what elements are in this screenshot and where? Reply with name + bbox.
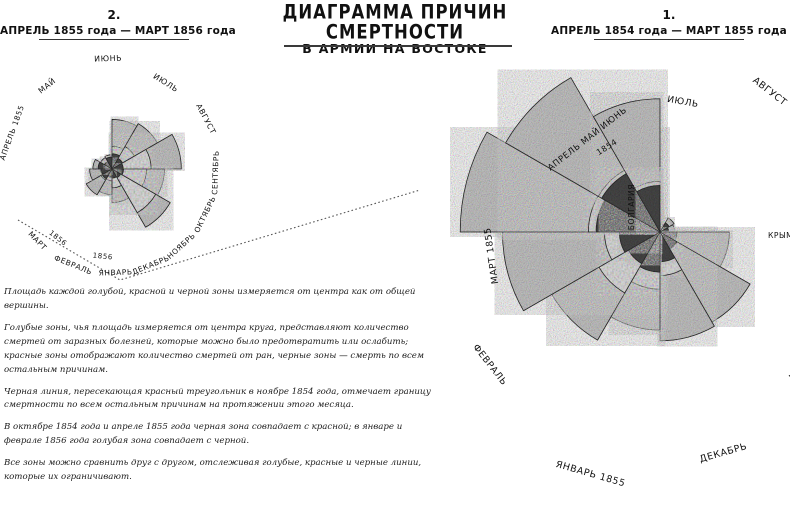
panel-range-left: АПРЕЛЬ 1855 года — МАРТ 1856 года bbox=[0, 25, 236, 37]
svg-text:МАЙ: МАЙ bbox=[37, 76, 58, 95]
month-label: МАЙ bbox=[37, 76, 58, 95]
month-label: ЯНВАРЬ bbox=[98, 267, 132, 277]
month-label: ФЕВРАЛЬ bbox=[470, 342, 509, 388]
month-label: ИЮЛЬ bbox=[666, 95, 699, 110]
month-label: АПРЕЛЬ 1855 bbox=[0, 104, 26, 162]
caption-paragraph-3: Черная линия, пересекающая красный треуг… bbox=[4, 386, 431, 411]
svg-text:СЕНТЯБРЬ: СЕНТЯБРЬ bbox=[210, 150, 221, 195]
svg-text:ЯНВАРЬ 1855: ЯНВАРЬ 1855 bbox=[554, 459, 626, 489]
month-label: ЯНВАРЬ 1855 bbox=[554, 459, 626, 489]
sector-spoke bbox=[593, 116, 661, 233]
sector-spoke bbox=[523, 231, 661, 312]
page-title: ДИАГРАММА ПРИЧИН СМЕРТНОСТИ В АРМИИ НА В… bbox=[230, 2, 560, 55]
rose-left-wedges bbox=[85, 118, 182, 228]
month-label: ИЮЛЬ bbox=[152, 72, 180, 94]
month-label: 1856 bbox=[47, 229, 68, 248]
month-label: ДЕКАБРЬ bbox=[131, 253, 171, 276]
svg-text:МАРТ 1855: МАРТ 1855 bbox=[482, 227, 501, 285]
svg-text:ОКТЯБРЬ: ОКТЯБРЬ bbox=[192, 195, 217, 234]
svg-text:1856: 1856 bbox=[47, 229, 68, 248]
month-label: СЕНТЯБРЬ bbox=[210, 150, 221, 195]
sector-spoke bbox=[505, 142, 661, 233]
caption-paragraph-2: Голубые зоны, чья площадь измеряется от … bbox=[4, 322, 424, 375]
region-label-bulgaria: БОЛГАРИЯ bbox=[627, 184, 636, 230]
panel-underline-left bbox=[39, 39, 189, 40]
sector-spoke bbox=[659, 231, 715, 327]
caption-block: Площадь каждой голубой, красной и черной… bbox=[4, 286, 436, 485]
svg-text:ДЕКАБРЬ: ДЕКАБРЬ bbox=[131, 253, 171, 276]
month-label: НОЯБРЬ bbox=[165, 231, 197, 261]
sector-spoke bbox=[659, 231, 751, 285]
month-label: АВГУСТ bbox=[194, 102, 218, 136]
caption-paragraph-4: В октябре 1854 года и апреле 1855 года ч… bbox=[4, 422, 403, 447]
sector-spoke bbox=[96, 168, 113, 195]
panel-number-left: 2. bbox=[107, 8, 121, 22]
svg-text:ФЕВРАЛЬ: ФЕВРАЛЬ bbox=[470, 342, 509, 388]
month-label: АВГУСТ bbox=[750, 75, 788, 108]
svg-text:ЯНВАРЬ: ЯНВАРЬ bbox=[98, 267, 132, 277]
svg-text:ФЕВРАЛЬ: ФЕВРАЛЬ bbox=[53, 253, 94, 276]
svg-text:ИЮНЬ: ИЮНЬ bbox=[94, 54, 122, 64]
panel-underline-right bbox=[594, 39, 744, 40]
sector-spoke bbox=[100, 162, 113, 170]
coxcomb-chart-1: АПРЕЛЬ МАЙ ИЮНЬ1854ИЮЛЬАВГУСТСЕНТЯБРЬОКТ… bbox=[459, 75, 790, 489]
sector-spoke bbox=[111, 168, 171, 203]
svg-text:1856: 1856 bbox=[92, 251, 113, 261]
sector-spoke bbox=[597, 231, 661, 341]
panel-heading-left: 2. АПРЕЛЬ 1855 года — МАРТ 1856 года bbox=[0, 8, 236, 40]
sector-spoke bbox=[111, 168, 130, 199]
page-title-line2: В АРМИИ НА ВОСТОКЕ bbox=[302, 40, 488, 56]
panel-heading-right: 1. АПРЕЛЬ 1854 года — МАРТ 1855 года bbox=[548, 8, 790, 40]
svg-text:ИЮЛЬ: ИЮЛЬ bbox=[152, 72, 180, 94]
svg-text:ИЮЛЬ: ИЮЛЬ bbox=[666, 95, 699, 110]
sector-spoke bbox=[92, 168, 113, 181]
region-label-crimea: КРЫМ bbox=[768, 231, 790, 240]
sector-spoke bbox=[111, 134, 173, 170]
svg-text:АПРЕЛЬ 1855: АПРЕЛЬ 1855 bbox=[0, 104, 26, 162]
title-divider bbox=[284, 45, 512, 47]
sector-spoke bbox=[659, 224, 673, 233]
svg-text:АВГУСТ: АВГУСТ bbox=[750, 75, 788, 108]
month-label: ФЕВРАЛЬ bbox=[53, 253, 94, 276]
panel-range-right: АПРЕЛЬ 1854 года — МАРТ 1855 года bbox=[551, 25, 787, 37]
sector-spoke bbox=[104, 156, 113, 170]
svg-text:ДЕКАБРЬ: ДЕКАБРЬ bbox=[698, 441, 748, 465]
month-label: МАРТ bbox=[26, 230, 48, 253]
svg-text:МАРТ: МАРТ bbox=[26, 230, 48, 253]
caption-paragraph-5: Все зоны можно сравнить друг с другом, о… bbox=[4, 458, 422, 483]
month-label: 1856 bbox=[92, 251, 113, 261]
month-label: ИЮНЬ bbox=[94, 54, 122, 64]
coxcomb-chart-2: АПРЕЛЬ 1855 МАЙ ИЮНЬ ИЮЛЬ АВГУСТ СЕНТЯБРЬОКТЯ… bbox=[0, 54, 221, 278]
month-label: ОКТЯБРЬ bbox=[192, 195, 217, 234]
rose-right-wedges bbox=[459, 77, 751, 342]
caption-paragraph-1: Площадь каждой голубой, красной и черной… bbox=[4, 287, 416, 311]
page-title-line1: ДИАГРАММА ПРИЧИН СМЕРТНОСТИ bbox=[282, 0, 508, 44]
svg-text:АВГУСТ: АВГУСТ bbox=[194, 102, 218, 136]
month-label: МАРТ 1855 bbox=[482, 227, 501, 285]
sector-spoke bbox=[659, 217, 669, 233]
panel-number-right: 1. bbox=[662, 8, 676, 22]
svg-text:НОЯБРЬ: НОЯБРЬ bbox=[165, 231, 197, 261]
month-label: ДЕКАБРЬ bbox=[698, 441, 748, 465]
sector-spoke bbox=[111, 123, 139, 170]
